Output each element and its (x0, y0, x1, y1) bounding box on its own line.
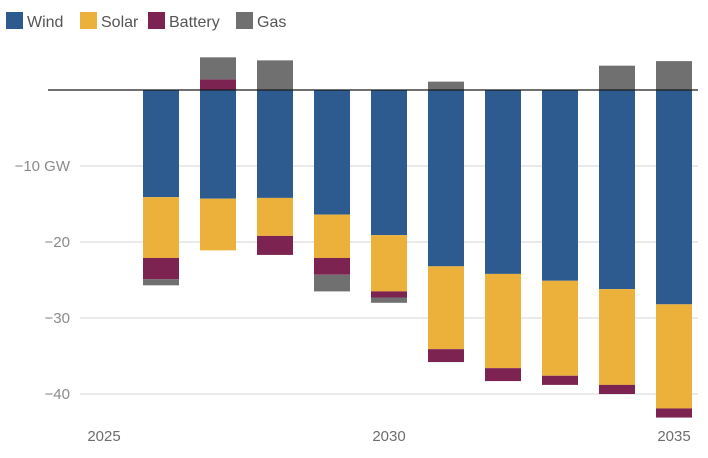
bar-solar-2033 (542, 280, 578, 376)
bar-battery-2032 (485, 368, 521, 382)
x-tick-label: 2030 (372, 428, 405, 445)
bar-wind-2035 (656, 90, 692, 305)
bar-wind-2026 (143, 90, 179, 198)
bar-stack-2032 (485, 90, 521, 382)
bar-stack-2035 (656, 61, 692, 418)
legend-swatch-solar (80, 12, 97, 29)
bar-battery-2034 (599, 384, 635, 394)
legend-swatch-wind (6, 12, 23, 29)
bar-stack-2031 (428, 81, 464, 363)
bar-battery-2029 (314, 257, 350, 275)
x-tick-label: 2025 (87, 428, 120, 445)
bar-battery-2027 (200, 79, 236, 90)
y-tick-label: −10 GW (15, 158, 71, 175)
bar-solar-2029 (314, 214, 350, 258)
bar-solar-2028 (257, 197, 293, 236)
bar-battery-2031 (428, 349, 464, 363)
y-axis-tick-labels: −10 GW −20 −30 −40 (15, 158, 71, 403)
bar-gas-2035 (656, 61, 692, 90)
bar-battery-2028 (257, 235, 293, 255)
legend-label-gas: Gas (257, 14, 286, 31)
x-tick-label: 2035 (657, 428, 690, 445)
bars (143, 57, 692, 418)
y-tick-label: −20 (45, 234, 70, 251)
bar-wind-2032 (485, 90, 521, 274)
bar-wind-2031 (428, 90, 464, 267)
bar-gas-2026 (143, 279, 179, 286)
bar-solar-2026 (143, 197, 179, 258)
bar-battery-2026 (143, 257, 179, 280)
bar-gas-2030 (371, 297, 407, 303)
bar-solar-2030 (371, 235, 407, 292)
bar-wind-2027 (200, 90, 236, 199)
bar-gas-2027 (200, 57, 236, 80)
bar-battery-2030 (371, 291, 407, 298)
bar-gas-2029 (314, 274, 350, 292)
x-axis-tick-labels: 2025 2030 2035 (87, 428, 690, 445)
bar-gas-2031 (428, 81, 464, 90)
legend-label-battery: Battery (169, 14, 220, 31)
bar-solar-2031 (428, 266, 464, 350)
bar-solar-2032 (485, 273, 521, 369)
bar-wind-2034 (599, 90, 635, 290)
bar-wind-2030 (371, 90, 407, 236)
legend-swatch-battery (148, 12, 165, 29)
bar-wind-2033 (542, 90, 578, 281)
bar-wind-2028 (257, 90, 293, 198)
bar-stack-2029 (314, 90, 350, 292)
bar-solar-2027 (200, 198, 236, 251)
bar-solar-2034 (599, 289, 635, 385)
bar-stack-2030 (371, 90, 407, 303)
legend-label-wind: Wind (27, 14, 63, 31)
bar-stack-2034 (599, 65, 635, 394)
bar-gas-2034 (599, 65, 635, 90)
bar-battery-2035 (656, 408, 692, 418)
legend-label-solar: Solar (101, 14, 139, 31)
bar-wind-2029 (314, 90, 350, 215)
legend-item-gas: Gas (236, 12, 286, 31)
legend-item-solar: Solar (80, 12, 139, 31)
legend: Wind Solar Battery Gas (6, 12, 286, 31)
bar-battery-2033 (542, 375, 578, 385)
legend-swatch-gas (236, 12, 253, 29)
bar-stack-2027 (200, 57, 236, 251)
bar-solar-2035 (656, 304, 692, 409)
bar-stack-2033 (542, 90, 578, 385)
y-tick-label: −30 (45, 310, 70, 327)
bar-stack-2028 (257, 60, 293, 255)
legend-item-battery: Battery (148, 12, 220, 31)
bar-gas-2028 (257, 60, 293, 90)
bar-stack-2026 (143, 90, 179, 286)
y-tick-label: −40 (45, 386, 70, 403)
legend-item-wind: Wind (6, 12, 63, 31)
